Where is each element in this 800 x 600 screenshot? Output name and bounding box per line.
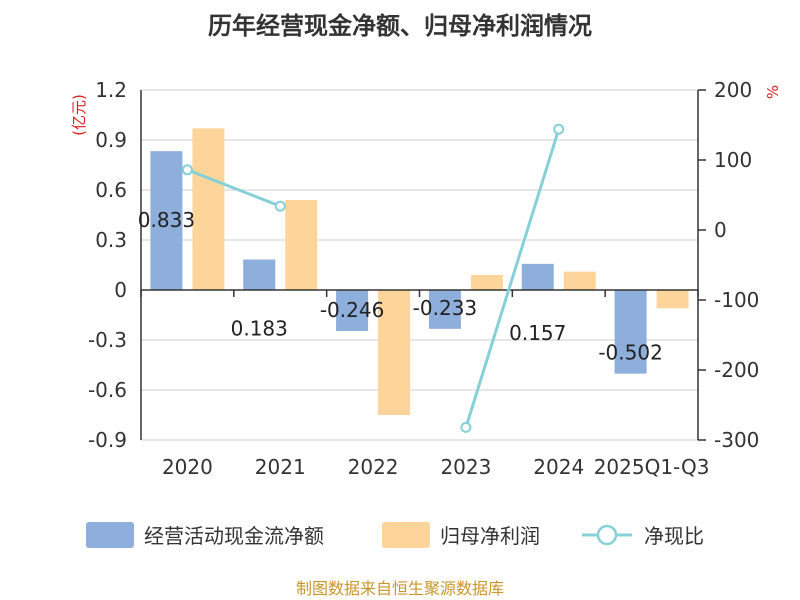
y-left-tick-label: 0.3	[95, 228, 127, 252]
bar	[243, 259, 276, 290]
y-left-tick-label: -0.9	[88, 428, 127, 452]
bar	[656, 290, 689, 309]
x-tick-label: 2023	[440, 455, 491, 479]
ratio-line-segment	[186, 168, 281, 208]
ratio-point	[553, 123, 565, 135]
bars	[150, 128, 689, 415]
bar	[150, 151, 183, 290]
bar-data-label: -0.233	[413, 296, 477, 320]
bar	[285, 200, 318, 290]
bar-data-label: 0.183	[231, 317, 288, 341]
left-axis-unit: (亿元)	[70, 94, 88, 136]
x-tick-label: 2022	[348, 455, 399, 479]
y-left-tick-label: 1.2	[95, 78, 127, 102]
bar	[470, 275, 503, 290]
x-tick-label: 2020	[162, 455, 213, 479]
bar-data-label: -0.246	[320, 298, 384, 322]
ratio-point	[460, 421, 472, 433]
x-tick-label: 2021	[255, 455, 306, 479]
ratio-point	[274, 200, 286, 212]
x-tick-label: 2025Q1-Q3	[594, 455, 710, 479]
y-left-tick-label: 0.6	[95, 178, 127, 202]
bar	[521, 263, 554, 290]
data-labels: 0.833 0.183 -0.246 -0.233 0.157 -0.502	[138, 208, 663, 364]
gridlines	[141, 89, 698, 441]
y-right-tick-label: -200	[714, 358, 759, 382]
bar	[563, 271, 596, 290]
bar	[192, 128, 225, 290]
bar	[336, 290, 369, 331]
right-axis-unit: %	[764, 85, 782, 99]
y-left-tick-label: 0	[114, 278, 127, 302]
axes: 1.2 0.9 0.6 0.3 0 -0.3 -0.6 -0.9 200 100 0 -100 -200…	[88, 78, 759, 479]
legend-label-netprofit: 归母净利润	[440, 524, 540, 548]
bar	[428, 290, 461, 329]
y-right-tick-label: 100	[714, 148, 752, 172]
ratio-line	[181, 123, 565, 433]
chart-title: 历年经营现金净额、归母净利润情况	[208, 12, 592, 40]
y-left-tick-label: -0.6	[88, 378, 127, 402]
bar-data-label: -0.502	[598, 341, 662, 365]
y-left-tick-label: -0.3	[88, 328, 127, 352]
legend-marker-ratio	[596, 524, 618, 546]
legend: 经营活动现金流净额 归母净利润 净现比	[86, 522, 704, 548]
bar	[378, 290, 411, 415]
legend-swatch-cashflow	[86, 522, 134, 548]
bar-data-label: 0.157	[509, 321, 566, 345]
source-note: 制图数据来自恒生聚源数据库	[296, 579, 504, 598]
legend-swatch-netprofit	[382, 522, 430, 548]
y-right-tick-label: -100	[714, 288, 759, 312]
y-right-tick-label: 0	[714, 218, 727, 242]
bar	[614, 290, 647, 374]
y-left-tick-label: 0.9	[95, 128, 127, 152]
y-right-tick-label: -300	[714, 428, 759, 452]
bar-data-label: 0.833	[138, 208, 195, 232]
y-right-tick-label: 200	[714, 78, 752, 102]
x-tick-label: 2024	[533, 455, 584, 479]
legend-label-cashflow: 经营活动现金流净额	[144, 524, 324, 548]
ratio-line-segment	[464, 128, 561, 428]
legend-label-ratio: 净现比	[644, 524, 704, 548]
ratio-point	[181, 164, 193, 176]
